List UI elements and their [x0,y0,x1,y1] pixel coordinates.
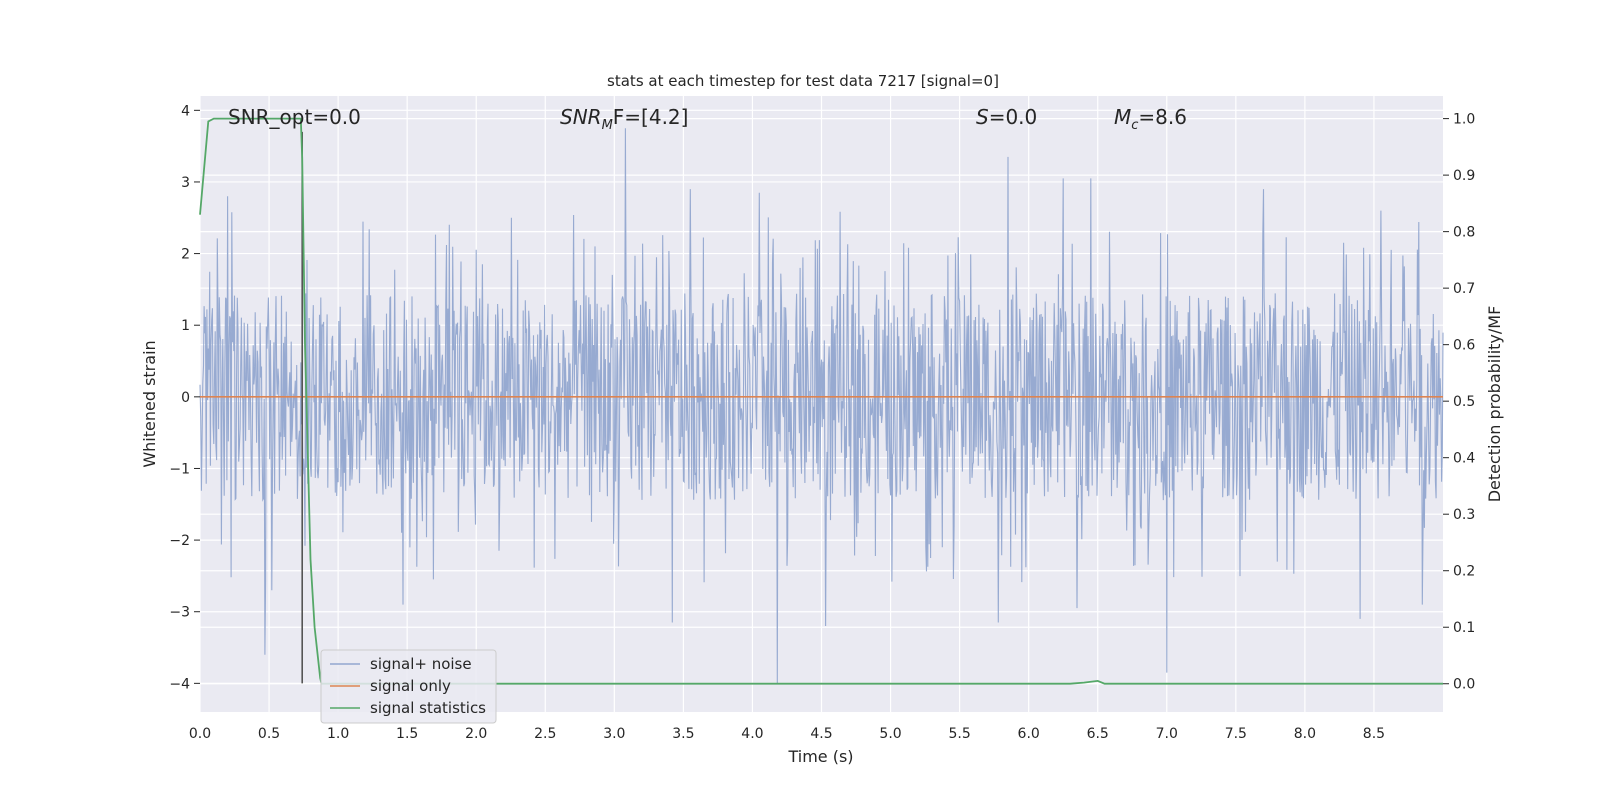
y-right-tick-label: 0.5 [1453,394,1475,410]
x-tick-label: 5.0 [879,726,901,742]
annotation-mc: Mc=8.6 [1114,105,1187,133]
chart-title: stats at each timestep for test data 721… [607,72,999,90]
y-left-tick-label: −4 [169,676,190,692]
x-tick-label: 0.0 [189,726,211,742]
x-tick-label: 8.0 [1294,726,1316,742]
y-right-tick-label: 0.3 [1453,507,1475,523]
annotation-s: S=0.0 [976,105,1037,129]
y-right-tick-label: 0.1 [1453,620,1475,636]
y-left-tick-label: 3 [181,175,190,191]
y-right-tick-label: 0.4 [1453,451,1475,467]
x-tick-label: 3.5 [672,726,694,742]
x-axis-ticks: 0.0 0.5 1.0 1.5 2.0 2.5 3.0 3.5 4.0 4.5 5.0 5.5 6.0 6… [189,726,1385,742]
x-tick-label: 2.5 [534,726,556,742]
x-tick-label: 6.0 [1018,726,1040,742]
annotation-mc-main: M [1114,105,1131,129]
signal-noise-series [199,128,1444,684]
annotation-snr-mf: SNRMF=[4.2] [560,105,688,133]
x-tick-label: 5.5 [948,726,970,742]
x-tick-label: 1.0 [327,726,349,742]
annotation-snr-opt: SNR_opt=0.0 [228,105,361,129]
y-right-axis-ticks: 0.0 0.1 0.2 0.3 0.4 0.5 0.6 0.7 0.8 0.9 1.0 [1443,112,1475,693]
y-left-tick-label: −2 [169,533,190,549]
y-right-tick-label: 0.8 [1453,225,1475,241]
y-right-tick-label: 1.0 [1453,112,1475,128]
x-tick-label: 3.0 [603,726,625,742]
annotation-snr-mf-main: SNR [560,105,602,129]
y-left-axis-label: Whitened strain [140,340,159,467]
y-left-tick-label: −1 [169,461,190,477]
y-right-tick-label: 0.9 [1453,168,1475,184]
x-tick-label: 7.0 [1156,726,1178,742]
x-tick-label: 0.5 [258,726,280,742]
legend-label-signal-statistics: signal statistics [370,699,486,717]
signal-noise-line [199,128,1444,684]
x-tick-label: 4.0 [741,726,763,742]
y-right-axis-label: Detection probability/MF [1485,306,1504,503]
y-right-tick-label: 0.6 [1453,338,1475,354]
y-left-tick-label: 1 [181,318,190,334]
y-left-tick-label: 2 [181,247,190,263]
legend: signal+ noise signal only signal statist… [320,649,497,724]
x-axis-label: Time (s) [787,747,853,766]
annotation-snr-mf-sub: M [602,118,613,133]
y-left-axis-ticks: −4 −3 −2 −1 0 1 2 3 4 [169,103,200,692]
x-tick-label: 8.5 [1363,726,1385,742]
y-right-tick-label: 0.2 [1453,564,1475,580]
y-right-tick-label: 0.0 [1453,677,1475,693]
x-tick-label: 7.5 [1225,726,1247,742]
x-tick-label: 4.5 [810,726,832,742]
x-tick-label: 1.5 [396,726,418,742]
y-left-tick-label: 4 [181,103,190,119]
y-right-tick-label: 0.7 [1453,281,1475,297]
annotation-mc-sub: c [1131,118,1138,133]
y-left-tick-label: 0 [181,390,190,406]
annotation-mc-rest: =8.6 [1138,105,1187,129]
y-left-tick-label: −3 [169,605,190,621]
annotation-snr-mf-rest: F=[4.2] [613,105,689,129]
legend-label-signal-only: signal only [370,677,451,695]
annotation-s-rest: =0.0 [989,105,1038,129]
legend-label-signal-noise: signal+ noise [370,655,472,673]
x-tick-label: 6.5 [1087,726,1109,742]
legend-box [320,649,497,724]
x-tick-label: 2.0 [465,726,487,742]
annotation-s-main: S [976,105,989,129]
